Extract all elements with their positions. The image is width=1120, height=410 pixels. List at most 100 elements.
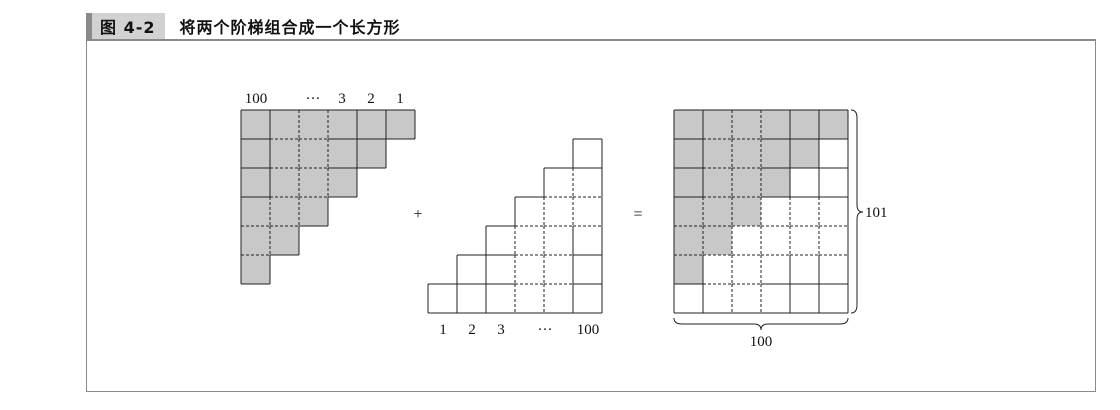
rect-cell (674, 110, 703, 139)
left-step-cell (299, 168, 328, 197)
rect-cell (703, 110, 732, 139)
rect-cell (674, 197, 703, 226)
rect-cell (674, 139, 703, 168)
right-step-cell (515, 284, 544, 313)
right-step-cell (515, 226, 544, 255)
rect-cell (732, 110, 761, 139)
right-step-cell (544, 168, 573, 197)
rect-cell (790, 110, 819, 139)
right-label-100: 100 (577, 322, 600, 338)
right-step-cell (486, 284, 515, 313)
right-step-cell (486, 255, 515, 284)
rect-cell (819, 139, 848, 168)
rect-cell (761, 197, 790, 226)
right-step-cell (573, 168, 602, 197)
rect-cell (819, 197, 848, 226)
equals-sign: = (633, 206, 642, 223)
rect-cell (790, 139, 819, 168)
right-step-cell (515, 197, 544, 226)
right-step-cell (457, 255, 486, 284)
left-step-cell (241, 226, 270, 255)
rect-cell (790, 284, 819, 313)
plus-sign: + (413, 206, 422, 223)
rect-cell (703, 139, 732, 168)
left-step-cell (270, 139, 299, 168)
rect-cell (761, 226, 790, 255)
rect-cell (819, 255, 848, 284)
left-staircase (240, 109, 416, 285)
rect-cell (819, 168, 848, 197)
right-step-cell (457, 284, 486, 313)
left-step-cell (241, 197, 270, 226)
rect-cell (819, 110, 848, 139)
rect-cell (790, 255, 819, 284)
right-step-cell (573, 255, 602, 284)
rect-cell (761, 255, 790, 284)
left-label-100: 100 (245, 91, 268, 107)
left-step-cell (241, 139, 270, 168)
rect-cell (790, 168, 819, 197)
height-brace (850, 109, 864, 314)
rect-cell (761, 284, 790, 313)
rect-cell (703, 226, 732, 255)
rect-cell (703, 168, 732, 197)
rect-cell (732, 226, 761, 255)
rect-cell (703, 197, 732, 226)
rect-cell (674, 226, 703, 255)
left-step-cell (328, 168, 357, 197)
rect-cell (761, 168, 790, 197)
figure-title: 将两个阶梯组合成一个长方形 (179, 18, 401, 37)
rect-cell (732, 284, 761, 313)
figure-number: 图 4-2 (92, 13, 166, 39)
right-step-cell (428, 284, 457, 313)
right-step-cell (486, 226, 515, 255)
rect-cell (674, 168, 703, 197)
combined-rectangle (673, 109, 849, 314)
left-step-cell (357, 110, 386, 139)
rect-cell (674, 255, 703, 284)
rect-cell (732, 197, 761, 226)
right-step-cell (544, 226, 573, 255)
right-label-1: 1 (439, 322, 447, 338)
right-step-cell (544, 197, 573, 226)
left-step-cell (241, 255, 270, 284)
left-label-2: 2 (367, 91, 375, 107)
left-step-cell (299, 139, 328, 168)
figure-frame (86, 39, 1096, 392)
left-step-cell (386, 110, 415, 139)
rect-cell (790, 197, 819, 226)
caption-accent-bar (86, 13, 92, 39)
right-label-2: 2 (468, 322, 476, 338)
left-step-cell (299, 110, 328, 139)
left-step-cell (241, 110, 270, 139)
rect-cell (732, 255, 761, 284)
rect-cell (790, 226, 819, 255)
right-label-ellipsis: ··· (538, 322, 553, 338)
left-step-cell (270, 197, 299, 226)
rect-cell (732, 139, 761, 168)
left-step-cell (328, 139, 357, 168)
right-step-cell (573, 284, 602, 313)
left-step-cell (270, 168, 299, 197)
width-brace (673, 317, 849, 331)
left-step-cell (328, 110, 357, 139)
left-step-cell (241, 168, 270, 197)
left-label-ellipsis: ··· (306, 91, 321, 107)
left-step-cell (299, 197, 328, 226)
height-label: 101 (865, 205, 888, 221)
rect-cell (819, 284, 848, 313)
left-step-cell (270, 110, 299, 139)
right-staircase (427, 138, 603, 314)
rect-cell (703, 255, 732, 284)
right-step-cell (573, 197, 602, 226)
right-step-cell (544, 284, 573, 313)
right-label-3: 3 (497, 322, 505, 338)
rect-cell (819, 226, 848, 255)
right-step-cell (544, 255, 573, 284)
width-label: 100 (750, 334, 773, 350)
right-step-cell (515, 255, 544, 284)
left-step-cell (357, 139, 386, 168)
left-label-1: 1 (396, 91, 404, 107)
rect-cell (761, 110, 790, 139)
